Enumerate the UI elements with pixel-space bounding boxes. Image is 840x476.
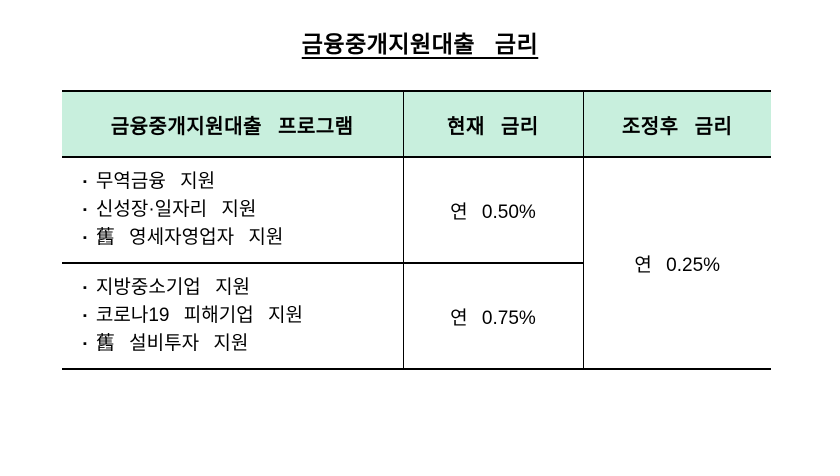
program-label: 무역금융 지원 bbox=[95, 171, 216, 192]
program-list-cell-2: ▪ 지방중소기업 지원 ▪ 코로나19 피해기업 지원 ▪ 舊 설비투자 지원 bbox=[62, 263, 403, 370]
square-bullet-icon: ▪ bbox=[83, 231, 87, 244]
program-item: ▪ 舊 영세자영업자 지원 bbox=[83, 224, 403, 252]
program-label: 코로나19 피해기업 지원 bbox=[95, 305, 303, 326]
adjusted-rate-cell: 연 0.25% bbox=[582, 157, 771, 370]
table-row: ▪ 지방중소기업 지원 ▪ 코로나19 피해기업 지원 ▪ 舊 설비투자 지원 … bbox=[62, 263, 771, 370]
program-label: 舊 설비투자 지원 bbox=[95, 333, 249, 354]
current-rate-cell-1: 연 0.50% bbox=[402, 157, 583, 264]
program-item: ▪ 신성장·일자리 지원 bbox=[83, 196, 403, 224]
header-cell-current-rate: 현재 금리 bbox=[402, 90, 583, 158]
current-rate-cell-2: 연 0.75% bbox=[402, 263, 583, 370]
square-bullet-icon: ▪ bbox=[83, 337, 87, 350]
square-bullet-icon: ▪ bbox=[83, 203, 87, 216]
program-list-cell-1: ▪ 무역금융 지원 ▪ 신성장·일자리 지원 ▪ 舊 영세자영업자 지원 bbox=[62, 157, 403, 264]
square-bullet-icon: ▪ bbox=[83, 281, 87, 294]
table-row: ▪ 무역금융 지원 ▪ 신성장·일자리 지원 ▪ 舊 영세자영업자 지원 연 0… bbox=[62, 157, 771, 370]
program-item: ▪ 무역금융 지원 bbox=[83, 168, 403, 196]
header-cell-program: 금융중개지원대출 프로그램 bbox=[62, 90, 403, 158]
header-cell-adjusted-rate: 조정후 금리 bbox=[582, 90, 771, 158]
program-item: ▪ 코로나19 피해기업 지원 bbox=[83, 302, 403, 330]
program-label: 舊 영세자영업자 지원 bbox=[95, 227, 284, 248]
square-bullet-icon: ▪ bbox=[83, 175, 87, 188]
table-header-row: 금융중개지원대출 프로그램 현재 금리 조정후 금리 bbox=[62, 90, 771, 158]
rate-table: 금융중개지원대출 프로그램 현재 금리 조정후 금리 ▪ 무역금융 지원 ▪ 신… bbox=[62, 90, 771, 370]
square-bullet-icon: ▪ bbox=[83, 309, 87, 322]
program-label: 지방중소기업 지원 bbox=[95, 277, 251, 298]
program-item: ▪ 지방중소기업 지원 bbox=[83, 274, 403, 302]
program-label: 신성장·일자리 지원 bbox=[95, 199, 257, 220]
program-item: ▪ 舊 설비투자 지원 bbox=[83, 330, 403, 358]
page-title: 금융중개지원대출 금리 bbox=[301, 31, 539, 57]
